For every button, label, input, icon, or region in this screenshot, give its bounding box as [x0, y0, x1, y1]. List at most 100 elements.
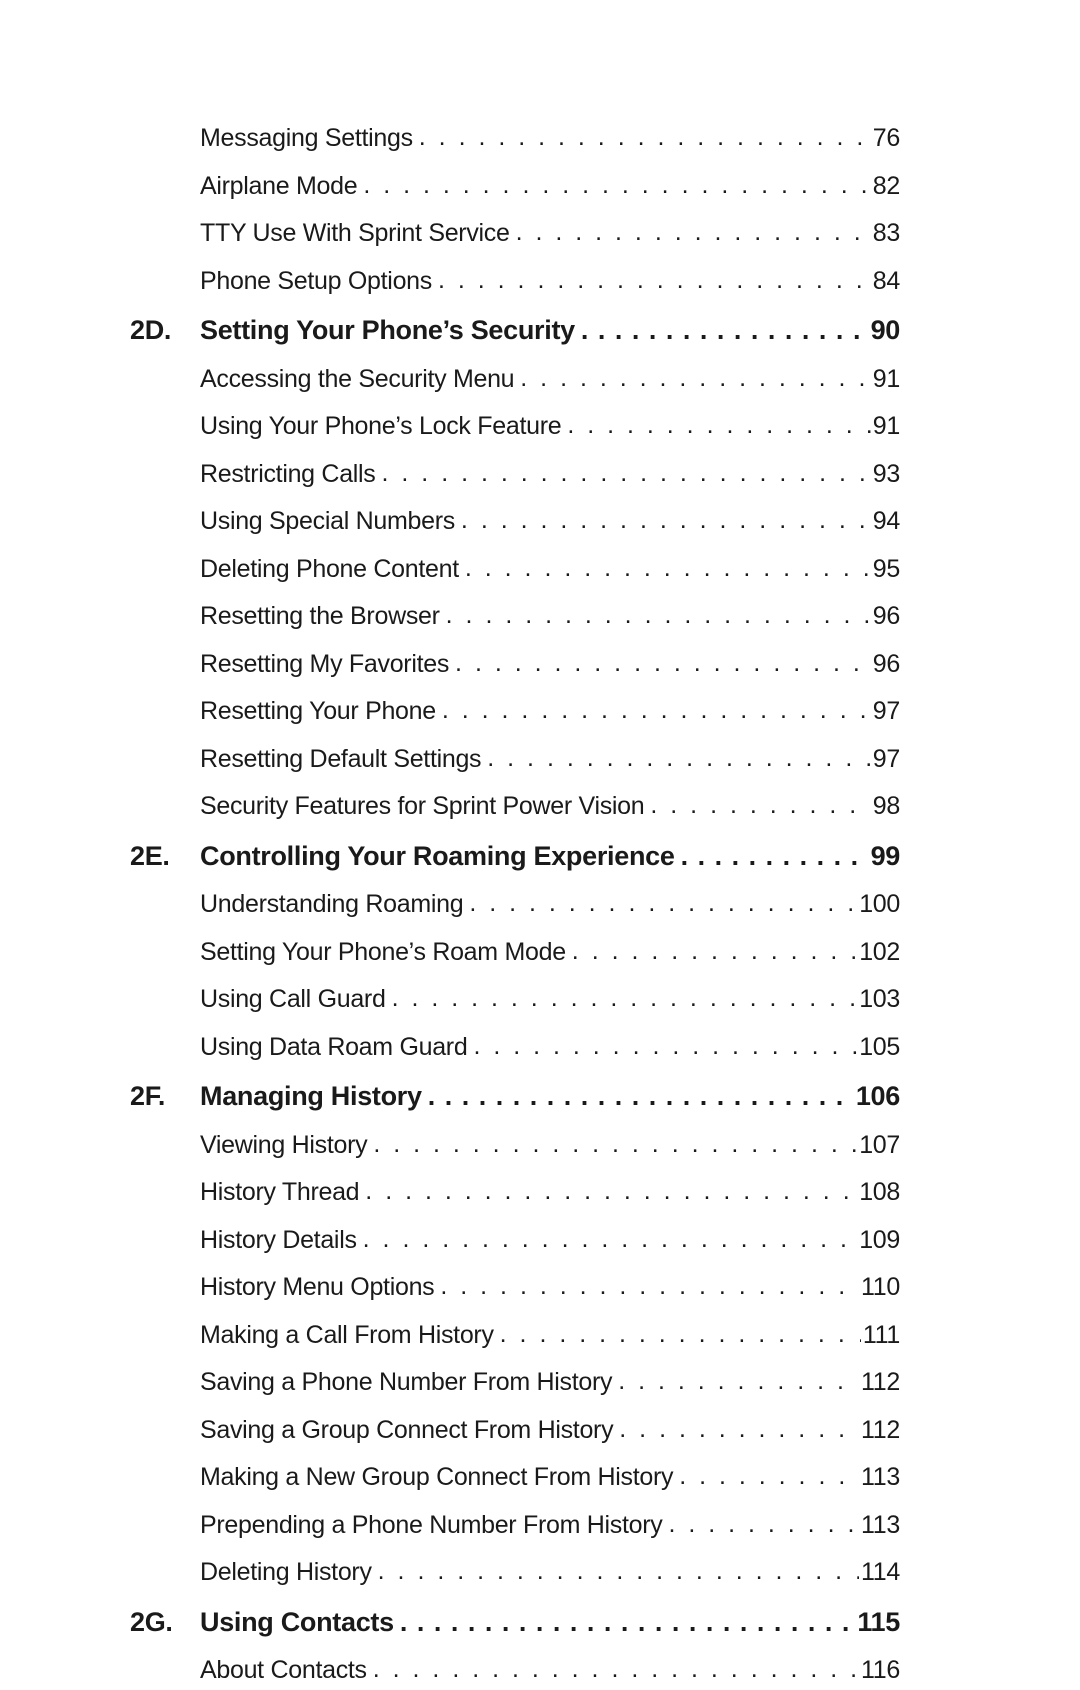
toc-leader-dots: . . . . . . . . . . . . . . . . . . . . … — [668, 1506, 859, 1544]
toc-sub-row: Security Features for Sprint Power Visio… — [130, 788, 900, 826]
toc-leader-dots: . . . . . . . . . . . . . . . . . . . . … — [419, 119, 871, 157]
toc-page-number: 116 — [859, 1652, 900, 1690]
toc-section-row: 2F.Managing History . . . . . . . . . . … — [130, 1076, 900, 1117]
toc-page-number: 113 — [859, 1459, 900, 1497]
toc-entry-title: Using Data Roam Guard — [200, 1029, 473, 1067]
toc-leader-dots: . . . . . . . . . . . . . . . . . . . . … — [581, 310, 869, 351]
toc-entry-title: Prepending a Phone Number From History — [200, 1507, 668, 1545]
toc-section-row: 2E.Controlling Your Roaming Experience .… — [130, 836, 900, 877]
toc-leader-dots: . . . . . . . . . . . . . . . . . . . . … — [446, 597, 871, 635]
toc-leader-dots: . . . . . . . . . . . . . . . . . . . . … — [363, 167, 870, 205]
toc-section-number: 2D. — [130, 310, 200, 351]
toc-leader-dots: . . . . . . . . . . . . . . . . . . . . … — [455, 645, 871, 683]
toc-entry-title: Security Features for Sprint Power Visio… — [200, 788, 650, 826]
toc-sub-row: Using Special Numbers . . . . . . . . . … — [130, 503, 900, 541]
toc-sub-row: Resetting My Favorites . . . . . . . . .… — [130, 646, 900, 684]
toc-entry-title: Setting Your Phone’s Security — [200, 310, 581, 351]
toc-entry-title: History Thread — [200, 1174, 365, 1212]
toc-leader-dots: . . . . . . . . . . . . . . . . . . . . … — [520, 360, 871, 398]
toc-page-number: 83 — [871, 215, 900, 253]
toc-leader-dots: . . . . . . . . . . . . . . . . . . . . … — [400, 1602, 856, 1643]
toc-sub-row: Setting Your Phone’s Roam Mode . . . . .… — [130, 934, 900, 972]
toc-leader-dots: . . . . . . . . . . . . . . . . . . . . … — [487, 740, 871, 778]
toc-leader-dots: . . . . . . . . . . . . . . . . . . . . … — [428, 1076, 854, 1117]
toc-entry-title: Phone Setup Options — [200, 263, 438, 301]
toc-page: Messaging Settings . . . . . . . . . . .… — [0, 0, 1080, 1690]
toc-sub-row: Making a Call From History . . . . . . .… — [130, 1317, 900, 1355]
toc-page-number: 112 — [859, 1412, 900, 1450]
toc-page-number: 115 — [855, 1602, 900, 1643]
toc-entry-title: About Contacts — [200, 1652, 373, 1690]
toc-leader-dots: . . . . . . . . . . . . . . . . . . . . … — [382, 455, 871, 493]
toc-entry-title: Using Call Guard — [200, 981, 392, 1019]
toc-page-number: 105 — [857, 1029, 900, 1067]
toc-sub-row: Using Data Roam Guard . . . . . . . . . … — [130, 1029, 900, 1067]
toc-sub-row: Saving a Phone Number From History . . .… — [130, 1364, 900, 1402]
toc-leader-dots: . . . . . . . . . . . . . . . . . . . . … — [681, 836, 869, 877]
toc-entry-title: Using Contacts — [200, 1602, 400, 1643]
toc-leader-dots: . . . . . . . . . . . . . . . . . . . . … — [516, 214, 871, 252]
toc-sub-row: History Details . . . . . . . . . . . . … — [130, 1222, 900, 1260]
toc-page-number: 94 — [871, 503, 900, 541]
toc-page-number: 93 — [871, 456, 900, 494]
toc-section-number: 2G. — [130, 1602, 200, 1643]
toc-entry-title: Airplane Mode — [200, 168, 363, 206]
toc-leader-dots: . . . . . . . . . . . . . . . . . . . . … — [572, 933, 857, 971]
toc-section-row: 2G.Using Contacts . . . . . . . . . . . … — [130, 1602, 900, 1643]
toc-leader-dots: . . . . . . . . . . . . . . . . . . . . … — [440, 1268, 859, 1306]
toc-page-number: 98 — [871, 788, 900, 826]
toc-entry-title: Controlling Your Roaming Experience — [200, 836, 681, 877]
toc-sub-row: Resetting the Browser . . . . . . . . . … — [130, 598, 900, 636]
toc-leader-dots: . . . . . . . . . . . . . . . . . . . . … — [438, 262, 871, 300]
toc-page-number: 95 — [871, 551, 900, 589]
toc-page-number: 109 — [857, 1222, 900, 1260]
toc-entry-title: Making a New Group Connect From History — [200, 1459, 679, 1497]
toc-page-number: 76 — [871, 120, 900, 158]
toc-leader-dots: . . . . . . . . . . . . . . . . . . . . … — [618, 1363, 859, 1401]
toc-leader-dots: . . . . . . . . . . . . . . . . . . . . … — [679, 1458, 859, 1496]
toc-leader-dots: . . . . . . . . . . . . . . . . . . . . … — [373, 1126, 857, 1164]
toc-entry-title: Messaging Settings — [200, 120, 419, 158]
toc-leader-dots: . . . . . . . . . . . . . . . . . . . . … — [461, 502, 871, 540]
toc-page-number: 96 — [871, 646, 900, 684]
toc-page-number: 96 — [871, 598, 900, 636]
toc-sub-row: Accessing the Security Menu . . . . . . … — [130, 361, 900, 399]
toc-list: Messaging Settings . . . . . . . . . . .… — [130, 120, 900, 1690]
toc-entry-title: Using Your Phone’s Lock Feature — [200, 408, 567, 446]
toc-sub-row: Using Your Phone’s Lock Feature . . . . … — [130, 408, 900, 446]
toc-section-row: 2D.Setting Your Phone’s Security . . . .… — [130, 310, 900, 351]
toc-leader-dots: . . . . . . . . . . . . . . . . . . . . … — [619, 1411, 859, 1449]
toc-leader-dots: . . . . . . . . . . . . . . . . . . . . … — [442, 692, 871, 730]
toc-entry-title: History Menu Options — [200, 1269, 440, 1307]
toc-sub-row: History Thread . . . . . . . . . . . . .… — [130, 1174, 900, 1212]
toc-entry-title: Resetting Your Phone — [200, 693, 442, 731]
toc-sub-row: Deleting History . . . . . . . . . . . .… — [130, 1554, 900, 1592]
toc-leader-dots: . . . . . . . . . . . . . . . . . . . . … — [363, 1221, 858, 1259]
toc-page-number: 110 — [859, 1269, 900, 1307]
toc-page-number: 112 — [859, 1364, 900, 1402]
toc-sub-row: History Menu Options . . . . . . . . . .… — [130, 1269, 900, 1307]
toc-sub-row: Deleting Phone Content . . . . . . . . .… — [130, 551, 900, 589]
toc-page-number: 84 — [871, 263, 900, 301]
toc-page-number: 113 — [859, 1507, 900, 1545]
toc-page-number: 82 — [871, 168, 900, 206]
toc-entry-title: Deleting Phone Content — [200, 551, 465, 589]
toc-page-number: 99 — [869, 836, 900, 877]
toc-sub-row: TTY Use With Sprint Service . . . . . . … — [130, 215, 900, 253]
toc-sub-row: Prepending a Phone Number From History .… — [130, 1507, 900, 1545]
toc-entry-title: Resetting My Favorites — [200, 646, 455, 684]
toc-page-number: 90 — [869, 310, 900, 351]
toc-page-number: 97 — [871, 741, 900, 779]
toc-leader-dots: . . . . . . . . . . . . . . . . . . . . … — [392, 980, 858, 1018]
toc-entry-title: Setting Your Phone’s Roam Mode — [200, 934, 572, 972]
toc-leader-dots: . . . . . . . . . . . . . . . . . . . . … — [465, 550, 871, 588]
toc-page-number: 97 — [871, 693, 900, 731]
toc-sub-row: Airplane Mode . . . . . . . . . . . . . … — [130, 168, 900, 206]
toc-entry-title: Saving a Group Connect From History — [200, 1412, 619, 1450]
toc-sub-row: Phone Setup Options . . . . . . . . . . … — [130, 263, 900, 301]
toc-page-number: 103 — [857, 981, 900, 1019]
toc-sub-row: Viewing History . . . . . . . . . . . . … — [130, 1127, 900, 1165]
toc-entry-title: Viewing History — [200, 1127, 373, 1165]
toc-entry-title: Resetting Default Settings — [200, 741, 487, 779]
toc-page-number: 106 — [854, 1076, 900, 1117]
